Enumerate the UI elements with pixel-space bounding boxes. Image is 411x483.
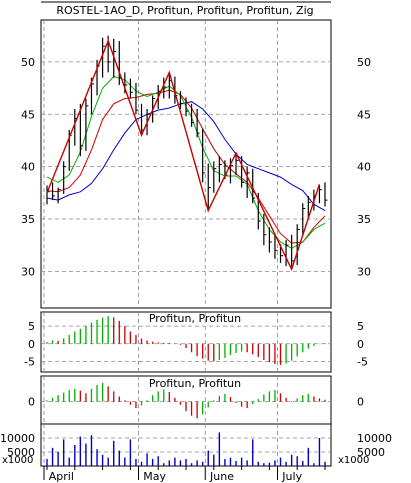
osc1-ytick-right: 5 [357, 320, 364, 333]
time-axis-label: April [49, 470, 74, 483]
time-axis-label: June [209, 470, 234, 483]
osc2-ytick-right: 0 [357, 396, 364, 409]
osc1-ytick-right: 0 [357, 338, 364, 351]
main-ytick-left: 30 [21, 265, 35, 278]
time-axis-label: July [281, 470, 302, 483]
osc1-ytick-right: -5 [357, 355, 368, 368]
time-axis: April May June July [43, 466, 326, 483]
volume-ytick-left: 10000 [0, 432, 35, 445]
main-ytick-left: 50 [21, 56, 35, 69]
main-ytick-left: 45 [21, 108, 35, 121]
main-ytick-right: 35 [357, 213, 371, 226]
osc1-border [40, 311, 332, 373]
volume-scale-label-right: x1000 [338, 455, 369, 466]
osc1-ytick-left: -5 [24, 355, 35, 368]
osc2-title: Profitun, Profitun [149, 377, 241, 390]
main-ytick-left: 35 [21, 213, 35, 226]
time-axis-label: May [143, 470, 166, 483]
osc1-ytick-left: 0 [28, 338, 35, 351]
volume-ytick-right: 5000 [357, 446, 385, 459]
osc2-border [40, 375, 332, 425]
main-border [40, 19, 332, 309]
osc1-ytick-left: 5 [28, 320, 35, 333]
osc2-ytick-left: 0 [28, 396, 35, 409]
main-ytick-left: 40 [21, 161, 35, 174]
main-title: ROSTEL-1AO_D, Profitun, Profitun, Profit… [56, 4, 313, 17]
main-ytick-right: 50 [357, 56, 371, 69]
volume-ytick-left: 5000 [7, 446, 35, 459]
osc1-title: Profitun, Profitun [149, 312, 241, 325]
main-ytick-right: 40 [357, 161, 371, 174]
main-ytick-right: 45 [357, 108, 371, 121]
main-price-panel: 50 50 45 45 40 40 35 35 30 30 [21, 1, 371, 309]
volume-scale-label-left: x1000 [2, 455, 33, 466]
zigzag-line [46, 38, 321, 272]
main-ytick-right: 30 [357, 265, 371, 278]
volume-ytick-right: 10000 [357, 432, 392, 445]
oscillator-panel-1: 5 5 0 0 -5 -5 [24, 311, 368, 373]
